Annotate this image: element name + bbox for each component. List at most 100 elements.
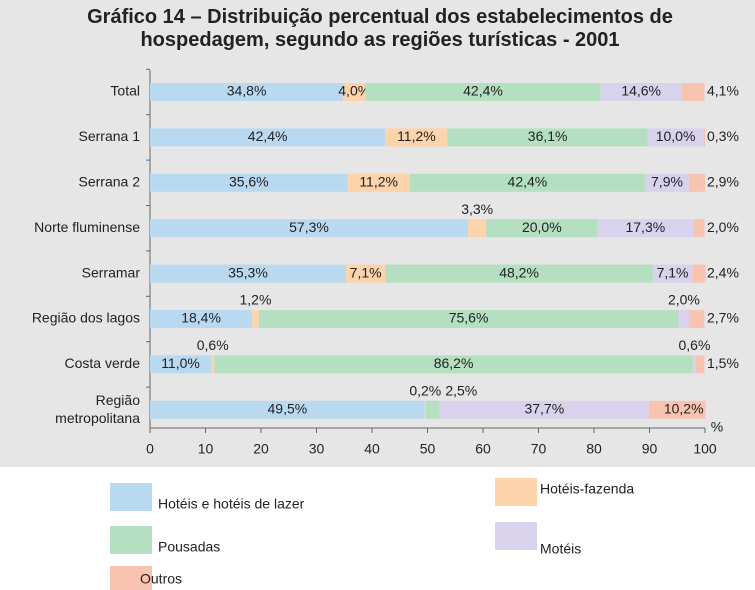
value-label: 35,6% bbox=[229, 174, 269, 190]
bar-segment bbox=[688, 173, 705, 192]
bar-segment bbox=[211, 355, 215, 374]
legend-label: Outros bbox=[140, 571, 182, 587]
bar-segment bbox=[597, 219, 694, 238]
legend-swatch bbox=[110, 566, 152, 590]
bar-segment bbox=[468, 219, 487, 238]
value-label: 1,2% bbox=[239, 292, 271, 308]
bar-segment bbox=[252, 310, 259, 328]
bar-segment bbox=[689, 310, 705, 328]
bar-segment bbox=[648, 400, 706, 419]
bar-segment bbox=[343, 83, 366, 101]
value-label: 18,4% bbox=[181, 310, 221, 326]
bar-segment bbox=[424, 400, 426, 419]
x-tick-label: 40 bbox=[364, 441, 380, 457]
bar-segment bbox=[692, 264, 706, 283]
category-label: Serrana 1 bbox=[79, 128, 141, 144]
bar-segment bbox=[647, 128, 704, 147]
x-tick-label: 70 bbox=[531, 441, 547, 457]
value-label: 2,4% bbox=[707, 264, 739, 280]
bar-segment bbox=[439, 400, 649, 419]
bar-segment bbox=[385, 264, 653, 283]
value-label: 2,0% bbox=[707, 219, 739, 235]
value-label: 2,7% bbox=[707, 310, 739, 326]
value-label: 0,6% bbox=[197, 337, 229, 353]
value-label: 42,4% bbox=[463, 83, 503, 99]
category-label: Região dos lagos bbox=[32, 310, 140, 326]
legend-label: Motéis bbox=[540, 541, 581, 557]
value-label: 49,5% bbox=[268, 401, 308, 417]
bar-segment bbox=[347, 173, 410, 192]
chart-title: Gráfico 14 – Distribuição percentual dos… bbox=[87, 6, 673, 51]
bar-segment bbox=[678, 310, 690, 328]
value-label: 42,4% bbox=[508, 174, 548, 190]
legend-swatch bbox=[495, 478, 537, 506]
value-label: 20,0% bbox=[522, 219, 562, 235]
value-label: 4,1% bbox=[707, 83, 739, 99]
legend-label: Hotéis-fazenda bbox=[540, 481, 634, 497]
value-label: 0,3% bbox=[707, 128, 739, 144]
value-label: 17,3% bbox=[625, 219, 665, 235]
value-label: 3,3% bbox=[461, 201, 493, 217]
bar-segment bbox=[693, 219, 705, 238]
x-tick-label: 60 bbox=[475, 441, 491, 457]
category-label: Região metropolitana bbox=[55, 392, 140, 426]
x-tick-label: 10 bbox=[198, 441, 214, 457]
x-tick-label: 0 bbox=[146, 441, 154, 457]
bar-segment bbox=[150, 310, 253, 328]
value-label: 1,5% bbox=[707, 355, 739, 371]
value-label: 57,3% bbox=[289, 219, 329, 235]
value-label: 7,1% bbox=[350, 264, 382, 280]
value-label: 0,2% bbox=[409, 383, 441, 399]
bar-segment bbox=[696, 355, 705, 374]
value-label: 42,4% bbox=[248, 128, 288, 144]
value-label: 36,1% bbox=[528, 128, 568, 144]
bar-segment bbox=[600, 83, 682, 101]
bar-segment bbox=[652, 264, 693, 283]
bar-segment bbox=[150, 264, 346, 283]
x-tick-label: 90 bbox=[642, 441, 658, 457]
value-label: 7,1% bbox=[657, 264, 689, 280]
x-axis-label: % bbox=[711, 419, 723, 435]
x-tick-label: 80 bbox=[586, 441, 602, 457]
category-label: Serrana 2 bbox=[79, 174, 141, 190]
bar-segment bbox=[258, 310, 679, 328]
bar-segment bbox=[681, 83, 705, 101]
category-label: Costa verde bbox=[65, 355, 141, 371]
bar-segment bbox=[150, 128, 386, 147]
value-label: 34,8% bbox=[227, 83, 267, 99]
legend-swatch bbox=[110, 483, 152, 511]
value-label: 86,2% bbox=[434, 355, 474, 371]
bar-segment bbox=[214, 355, 693, 374]
legend-swatch bbox=[495, 522, 537, 550]
value-label: 4,0% bbox=[338, 83, 370, 99]
bar-segment bbox=[486, 219, 598, 238]
category-label: Norte fluminense bbox=[34, 219, 140, 235]
bar-segment bbox=[365, 83, 601, 101]
legend-label: Hotéis e hotéis de lazer bbox=[158, 496, 305, 512]
x-tick-label: 20 bbox=[253, 441, 269, 457]
value-label: 0,6% bbox=[678, 337, 710, 353]
bar-segment bbox=[645, 173, 689, 192]
value-label: 10,2% bbox=[664, 401, 704, 417]
legend-swatch bbox=[110, 526, 152, 554]
value-label: 10,0% bbox=[656, 128, 696, 144]
bar-segment bbox=[409, 173, 646, 192]
bar-segment bbox=[703, 128, 705, 147]
value-label: 2,9% bbox=[707, 174, 739, 190]
value-label: 37,7% bbox=[524, 401, 564, 417]
value-label: 14,6% bbox=[621, 83, 661, 99]
category-label: Serramar bbox=[82, 264, 141, 280]
value-label: 48,2% bbox=[499, 264, 539, 280]
bar-segment bbox=[150, 83, 344, 101]
bar-segment bbox=[150, 219, 469, 238]
value-label: 11,2% bbox=[359, 174, 398, 190]
value-label: 2,0% bbox=[668, 292, 700, 308]
bar-segment bbox=[692, 355, 697, 374]
bar-segment bbox=[150, 173, 348, 192]
x-tick-label: 100 bbox=[693, 441, 717, 457]
value-label: 75,6% bbox=[449, 310, 489, 326]
bar-segment bbox=[447, 128, 648, 147]
value-label: 35,3% bbox=[228, 264, 268, 280]
